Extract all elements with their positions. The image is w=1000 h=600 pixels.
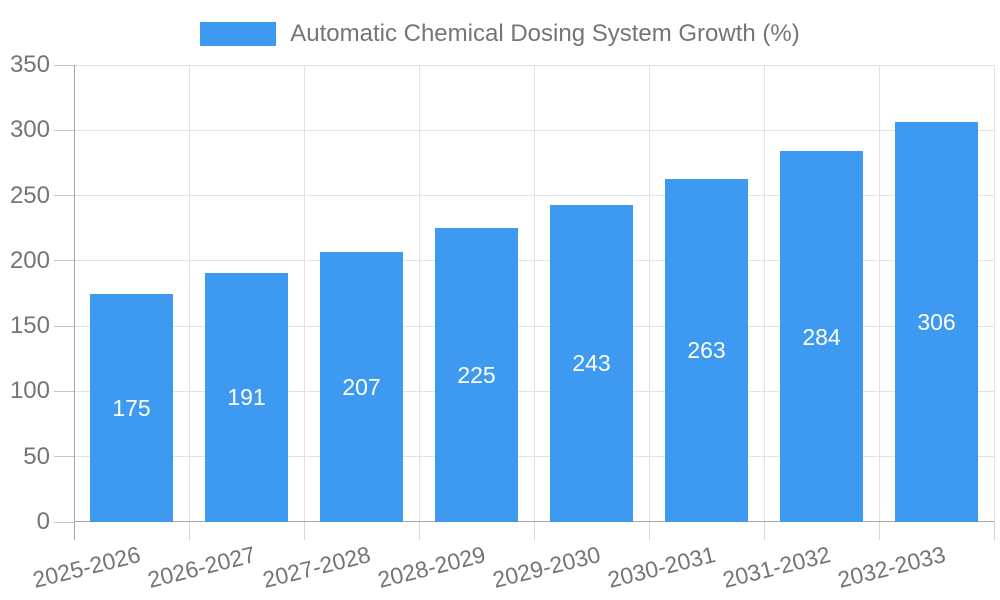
gridline-vertical xyxy=(418,65,420,522)
gridline-vertical xyxy=(648,65,650,522)
x-axis-tick xyxy=(418,522,420,540)
gridline-vertical xyxy=(303,65,305,522)
y-axis-tick-label: 250 xyxy=(9,181,50,209)
y-axis-tick-label: 300 xyxy=(9,116,50,144)
bar[interactable]: 306 xyxy=(895,122,978,522)
x-axis-tick xyxy=(533,522,535,540)
legend[interactable]: Automatic Chemical Dosing System Growth … xyxy=(0,20,1000,48)
bar[interactable]: 284 xyxy=(780,151,863,522)
y-axis-tick-label: 200 xyxy=(9,246,50,274)
y-axis-tick-label: 350 xyxy=(9,51,50,78)
bar-value-label: 207 xyxy=(342,373,381,400)
y-axis-line xyxy=(74,65,75,540)
gridline-vertical xyxy=(533,65,535,522)
bar[interactable]: 175 xyxy=(90,293,173,522)
bar[interactable]: 225 xyxy=(435,228,518,522)
x-axis-tick xyxy=(878,522,880,540)
x-axis-tick xyxy=(303,522,305,540)
x-axis-tick xyxy=(188,522,190,540)
y-axis-tick-label: 100 xyxy=(9,377,50,405)
bar-value-label: 225 xyxy=(457,362,496,389)
gridline-vertical xyxy=(993,65,995,522)
bar-value-label: 243 xyxy=(572,350,611,377)
gridline-vertical xyxy=(763,65,765,522)
y-axis-tick xyxy=(54,325,74,327)
x-axis-tick xyxy=(648,522,650,540)
y-axis-tick xyxy=(54,64,74,66)
legend-swatch xyxy=(200,22,277,46)
bar-value-label: 191 xyxy=(227,384,266,411)
x-axis-tick xyxy=(993,522,995,540)
y-axis-tick xyxy=(54,129,74,131)
bar[interactable]: 263 xyxy=(665,178,748,522)
y-axis-tick xyxy=(54,260,74,262)
y-axis-tick xyxy=(54,521,74,523)
plot-area: 0 50 100 150 200 250 300 350 175 191 207 225 243 263 2… xyxy=(10,52,995,593)
y-axis-tick xyxy=(54,390,74,392)
bar-value-label: 263 xyxy=(687,337,726,364)
bar-value-label: 306 xyxy=(917,309,956,336)
bar-value-label: 175 xyxy=(112,394,151,421)
legend-label: Automatic Chemical Dosing System Growth … xyxy=(290,20,800,47)
gridline-vertical xyxy=(188,65,190,522)
y-axis-tick xyxy=(54,456,74,458)
y-axis-tick-label: 0 xyxy=(36,508,50,535)
bar[interactable]: 207 xyxy=(320,251,403,522)
gridline-vertical xyxy=(878,65,880,522)
x-axis-line xyxy=(74,521,994,522)
bar[interactable]: 243 xyxy=(550,204,633,522)
y-axis-tick-label: 50 xyxy=(23,442,50,470)
bar[interactable]: 191 xyxy=(205,272,288,522)
y-axis-tick-label: 150 xyxy=(9,312,50,340)
y-axis-tick xyxy=(54,195,74,197)
x-axis-tick xyxy=(763,522,765,540)
bar-value-label: 284 xyxy=(802,323,841,350)
